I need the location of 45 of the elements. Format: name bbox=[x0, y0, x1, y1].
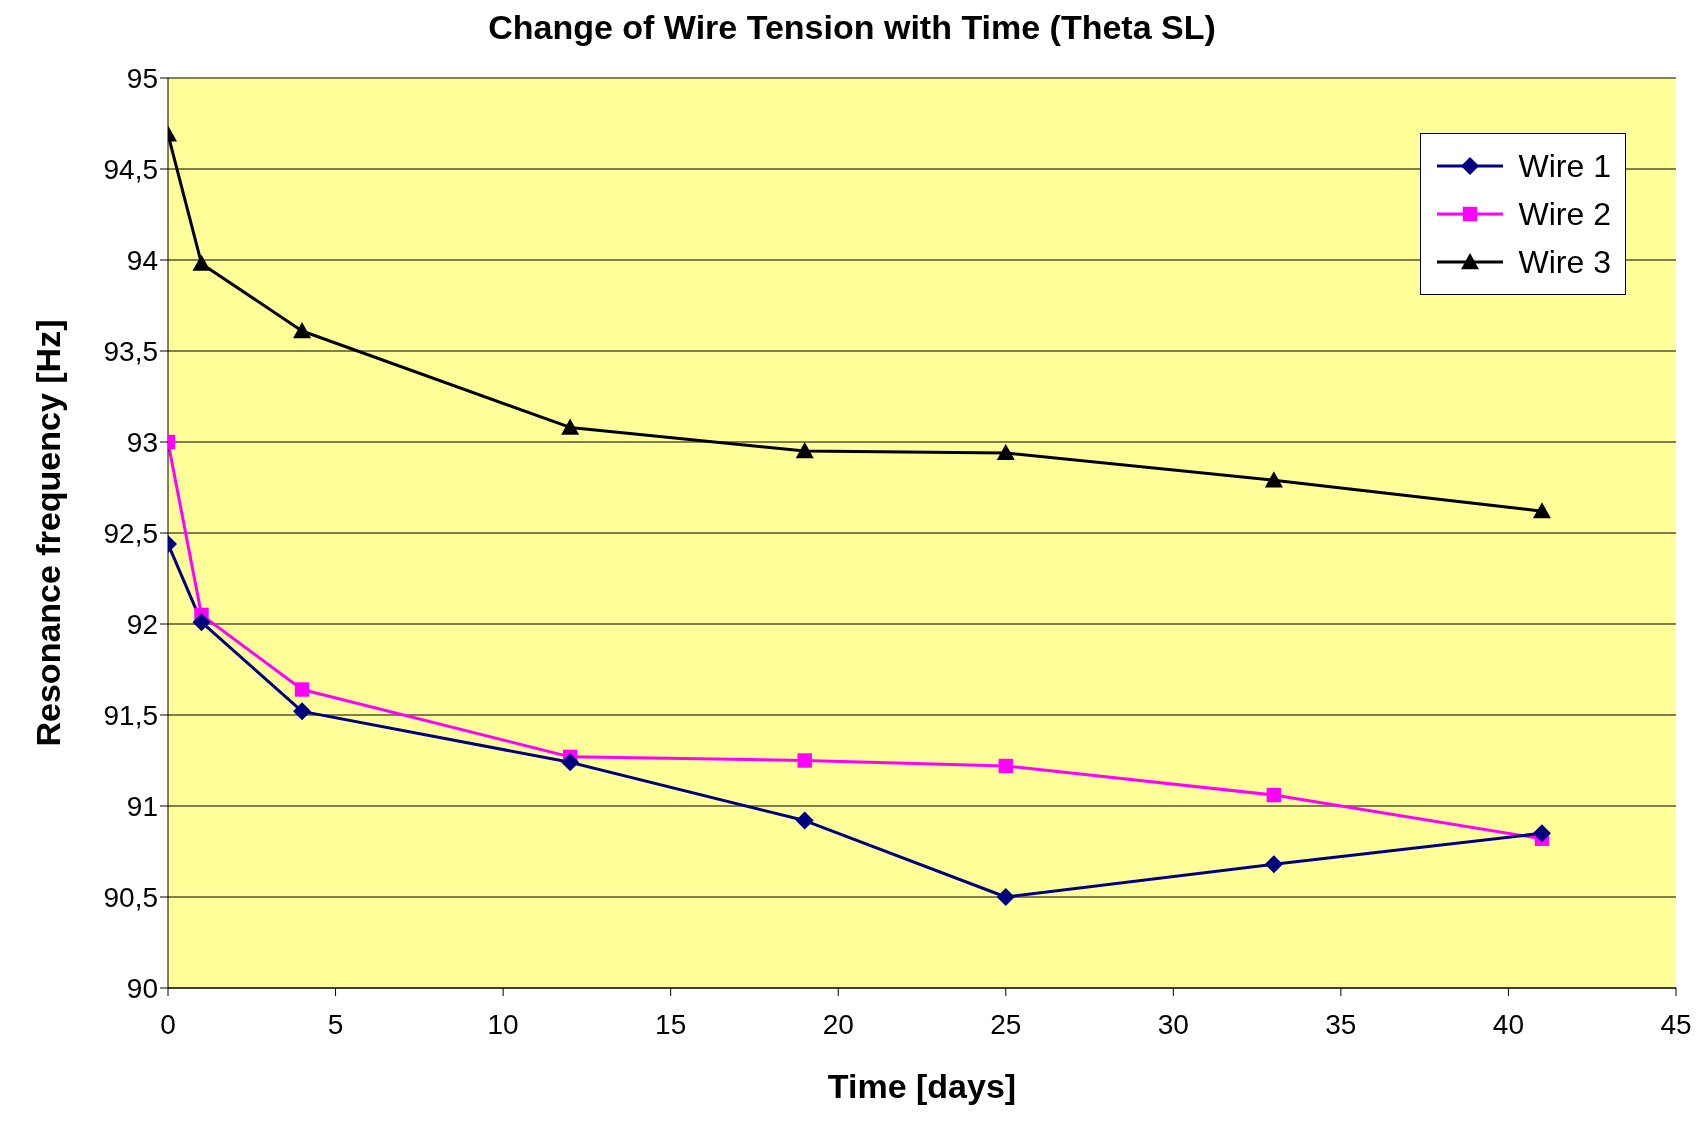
y-tick-label: 95 bbox=[126, 62, 158, 94]
point bbox=[293, 321, 312, 339]
point bbox=[996, 443, 1015, 461]
x-axis-title: Time [days] bbox=[827, 1067, 1017, 1105]
x-tick-label: 5 bbox=[327, 1009, 344, 1040]
chart-title: Change of Wire Tension with Time (Theta SL) bbox=[487, 8, 1217, 48]
point bbox=[192, 254, 211, 271]
y-tick-label: 91,5 bbox=[103, 699, 158, 731]
point bbox=[293, 702, 312, 721]
point bbox=[1532, 824, 1551, 843]
y-tick-label: 94,5 bbox=[103, 153, 158, 185]
point bbox=[1532, 502, 1551, 519]
legend-label: Wire 3 bbox=[1518, 243, 1611, 281]
point bbox=[795, 442, 814, 459]
x-tick-label: 10 bbox=[487, 1009, 519, 1040]
x-tick-label: 15 bbox=[655, 1009, 687, 1040]
y-tick-label: 92,5 bbox=[103, 517, 158, 549]
point bbox=[1264, 855, 1283, 874]
point bbox=[561, 753, 580, 772]
x-tick-label: 45 bbox=[1660, 1009, 1692, 1040]
point bbox=[998, 758, 1013, 774]
point bbox=[561, 418, 580, 435]
y-tick-label: 90,5 bbox=[103, 881, 158, 913]
point bbox=[797, 753, 812, 768]
x-tick-label: 20 bbox=[822, 1009, 854, 1040]
point bbox=[1264, 471, 1283, 488]
y-tick-label: 93,5 bbox=[103, 335, 158, 367]
y-tick-label: 93 bbox=[126, 426, 158, 458]
y-tick-label: 90 bbox=[126, 972, 158, 1004]
x-tick-label: 35 bbox=[1325, 1009, 1357, 1040]
point bbox=[1266, 787, 1282, 803]
legend-label: Wire 1 bbox=[1518, 147, 1611, 185]
x-tick-label: 40 bbox=[1492, 1009, 1525, 1040]
y-tick-label: 92 bbox=[126, 608, 158, 640]
point bbox=[996, 888, 1015, 906]
y-axis-title: Resonance frequency [Hz] bbox=[29, 319, 68, 747]
x-tick-label: 25 bbox=[990, 1009, 1022, 1040]
point bbox=[192, 613, 211, 632]
x-tick-label: 30 bbox=[1157, 1009, 1189, 1040]
y-tick-label: 94 bbox=[126, 244, 158, 276]
legend-label: Wire 2 bbox=[1518, 195, 1611, 233]
x-tick-label: 0 bbox=[160, 1009, 176, 1040]
y-tick-label: 91 bbox=[126, 790, 158, 822]
point bbox=[294, 682, 310, 697]
point bbox=[795, 811, 814, 830]
